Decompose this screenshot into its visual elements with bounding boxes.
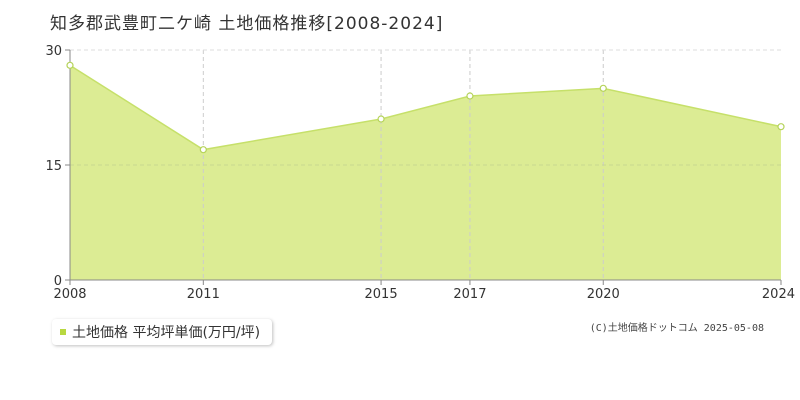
copyright: (C)土地価格ドットコム 2025-05-08 bbox=[589, 323, 764, 334]
data-point bbox=[199, 146, 207, 154]
area-fill bbox=[70, 65, 781, 280]
data-point bbox=[466, 92, 474, 100]
x-tick-label: 2024 bbox=[762, 287, 795, 302]
legend: 土地価格 平均坪単価(万円/坪) bbox=[52, 319, 273, 345]
y-tick-label: 30 bbox=[45, 44, 62, 59]
chart-title: 知多郡武豊町二ケ崎 土地価格推移[2008-2024] bbox=[50, 14, 444, 34]
legend-label: 土地価格 平均坪単価(万円/坪) bbox=[72, 325, 261, 341]
x-tick-label: 2017 bbox=[453, 287, 486, 302]
x-tick-label: 2008 bbox=[53, 287, 86, 302]
data-point bbox=[377, 115, 385, 123]
x-tick-label: 2011 bbox=[187, 287, 220, 302]
y-tick-label: 0 bbox=[54, 274, 62, 289]
legend-swatch bbox=[60, 329, 66, 335]
x-tick-label: 2015 bbox=[365, 287, 398, 302]
data-point bbox=[66, 61, 74, 69]
series-line bbox=[69, 64, 782, 151]
data-point bbox=[777, 123, 785, 131]
data-point bbox=[599, 84, 607, 92]
y-tick-label: 15 bbox=[45, 159, 62, 174]
x-tick-label: 2020 bbox=[587, 287, 620, 302]
